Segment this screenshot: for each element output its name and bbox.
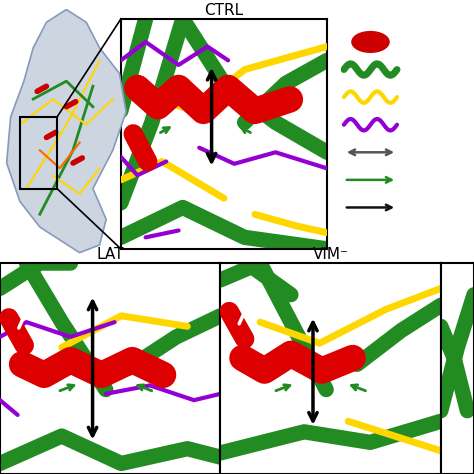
- Title: VIM⁻: VIM⁻: [313, 247, 348, 262]
- Polygon shape: [7, 9, 126, 253]
- Title: LAT: LAT: [96, 247, 124, 262]
- Title: CTRL: CTRL: [204, 3, 244, 18]
- Bar: [20, 117, 57, 189]
- Ellipse shape: [352, 32, 389, 52]
